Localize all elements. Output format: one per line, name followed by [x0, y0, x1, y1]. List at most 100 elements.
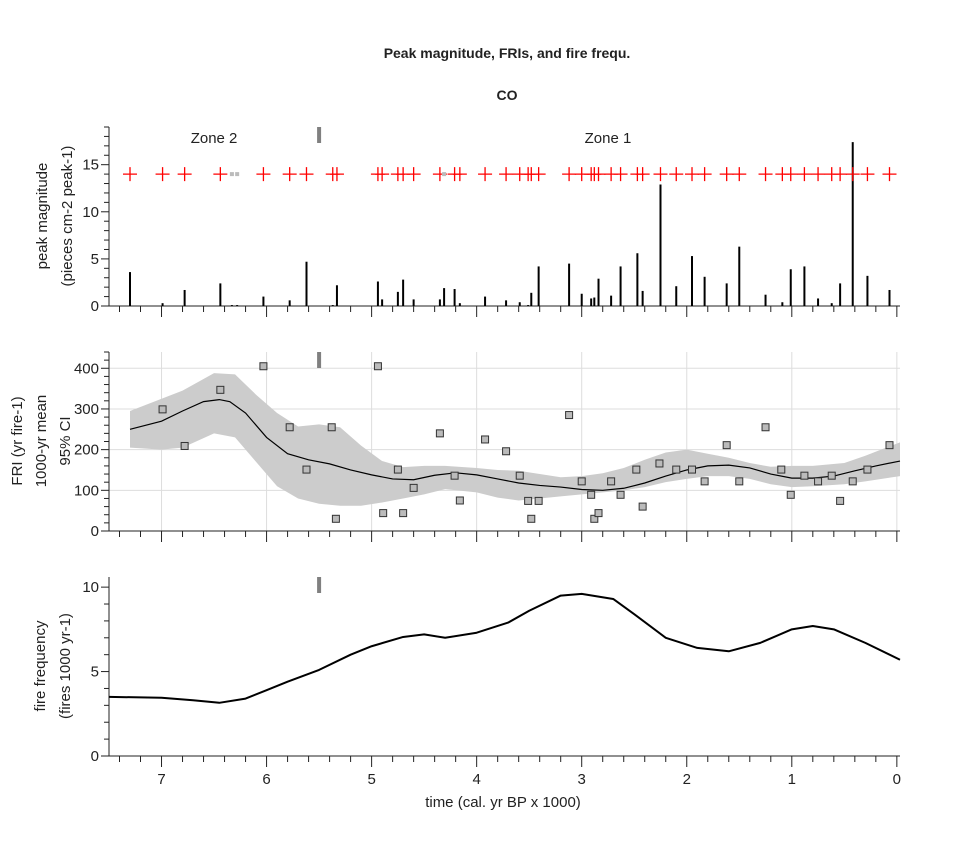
fri-point — [848, 477, 857, 486]
fri-point — [638, 502, 647, 511]
zone-boundary-marker — [317, 352, 322, 368]
fri-point — [632, 465, 641, 474]
significant-peak-marker — [797, 167, 812, 182]
significant-peak-marker — [697, 167, 712, 182]
fri-point — [302, 465, 311, 474]
x-tick-label: 0 — [893, 771, 901, 788]
y-tick-label: 100 — [74, 482, 99, 499]
significant-peak-marker — [845, 167, 860, 182]
fri-point — [379, 509, 388, 518]
fri-point — [515, 471, 524, 480]
significant-peak-marker — [783, 167, 798, 182]
chart-title: Peak magnitude, FRIs, and fire frequ. — [384, 45, 631, 61]
fri-point — [594, 509, 603, 518]
zone-label: Zone 2 — [191, 130, 238, 147]
mean-fri-line — [129, 398, 901, 491]
fri-point — [502, 447, 511, 456]
x-tick-label: 7 — [157, 771, 165, 788]
fri-point — [672, 465, 681, 474]
fri-point — [800, 471, 809, 480]
zone-boundary-marker — [317, 127, 322, 143]
significant-peak-marker — [653, 167, 668, 182]
chart-subtitle: CO — [497, 87, 518, 103]
fri-point — [863, 465, 872, 474]
y-tick-label: 0 — [91, 298, 99, 315]
peak-magnitude-panel: 0 5 10 15 Zone 2 Zone 1 — [82, 126, 900, 317]
fri-panel: 0 100 200 300 400 — [74, 351, 901, 542]
significant-peak-marker — [256, 167, 271, 182]
significant-peak-marker — [282, 167, 297, 182]
fri-point — [409, 483, 418, 492]
significant-peak-marker — [719, 167, 734, 182]
x-tick-label: 5 — [367, 771, 375, 788]
significant-peak-marker — [732, 167, 747, 182]
significant-peak-marker — [123, 167, 138, 182]
significant-peak-marker — [299, 167, 314, 182]
significant-peak-marker — [155, 167, 170, 182]
x-tick-label: 1 — [788, 771, 796, 788]
significant-peak-marker — [213, 167, 228, 182]
significant-peak-marker — [635, 167, 650, 182]
significant-peak-marker — [613, 167, 628, 182]
fri-point — [399, 509, 408, 518]
y-tick-label: 5 — [91, 664, 99, 681]
significant-peak-marker — [177, 167, 192, 182]
fri-point — [607, 477, 616, 486]
insignificant-peak-marker — [235, 172, 240, 177]
x-tick-label: 4 — [472, 771, 480, 788]
confidence-band — [130, 373, 901, 506]
y-tick-label: 200 — [74, 442, 99, 459]
fri-point — [777, 465, 786, 474]
fri-point — [761, 423, 770, 432]
significant-peak-marker — [833, 167, 848, 182]
x-tick-label: 6 — [262, 771, 270, 788]
fri-point — [577, 477, 586, 486]
significant-peak-marker — [478, 167, 493, 182]
fri-point — [450, 471, 459, 480]
significant-peak-marker — [452, 167, 467, 182]
fri-point — [527, 514, 536, 523]
significant-peak-marker — [591, 167, 606, 182]
fri-point — [688, 465, 697, 474]
peak-magnitude-y-units: (pieces cm-2 peak-1) — [59, 146, 76, 287]
insignificant-peak-marker — [442, 172, 447, 177]
fri-point — [524, 496, 533, 505]
fri-point — [393, 465, 402, 474]
y-tick-label: 10 — [82, 204, 99, 221]
fri-point — [616, 490, 625, 499]
fri-y-label: FRI (yr fire-1) — [9, 396, 26, 485]
y-tick-label: 0 — [91, 523, 99, 540]
y-tick-label: 10 — [82, 579, 99, 596]
fri-point — [655, 459, 664, 468]
fri-point — [836, 496, 845, 505]
fri-point — [373, 362, 382, 371]
fri-point — [331, 514, 340, 523]
x-tick-label: 3 — [578, 771, 586, 788]
fri-point — [565, 411, 574, 420]
significant-peak-marker — [329, 167, 344, 182]
fri-point — [534, 496, 543, 505]
significant-peak-marker — [811, 167, 826, 182]
significant-peak-marker — [406, 167, 421, 182]
insignificant-peak-marker — [229, 172, 234, 177]
fri-point — [814, 477, 823, 486]
fire-frequency-line — [108, 592, 901, 704]
significant-peak-marker — [758, 167, 773, 182]
fri-point — [786, 490, 795, 499]
y-tick-label: 300 — [74, 401, 99, 418]
fri-point — [216, 385, 225, 394]
fri-point — [827, 471, 836, 480]
fri-point — [180, 441, 189, 450]
significant-peak-marker — [669, 167, 684, 182]
peak-magnitude-y-label: peak magnitude — [34, 163, 51, 270]
fri-point — [587, 490, 596, 499]
fri-point — [700, 477, 709, 486]
fri-point — [158, 405, 167, 414]
significant-peak-marker — [562, 167, 577, 182]
significant-peak-marker — [882, 167, 897, 182]
fri-point — [722, 441, 731, 450]
fire-frequency-y-units: (fires 1000 yr-1) — [57, 613, 74, 719]
significant-peak-marker — [860, 167, 875, 182]
